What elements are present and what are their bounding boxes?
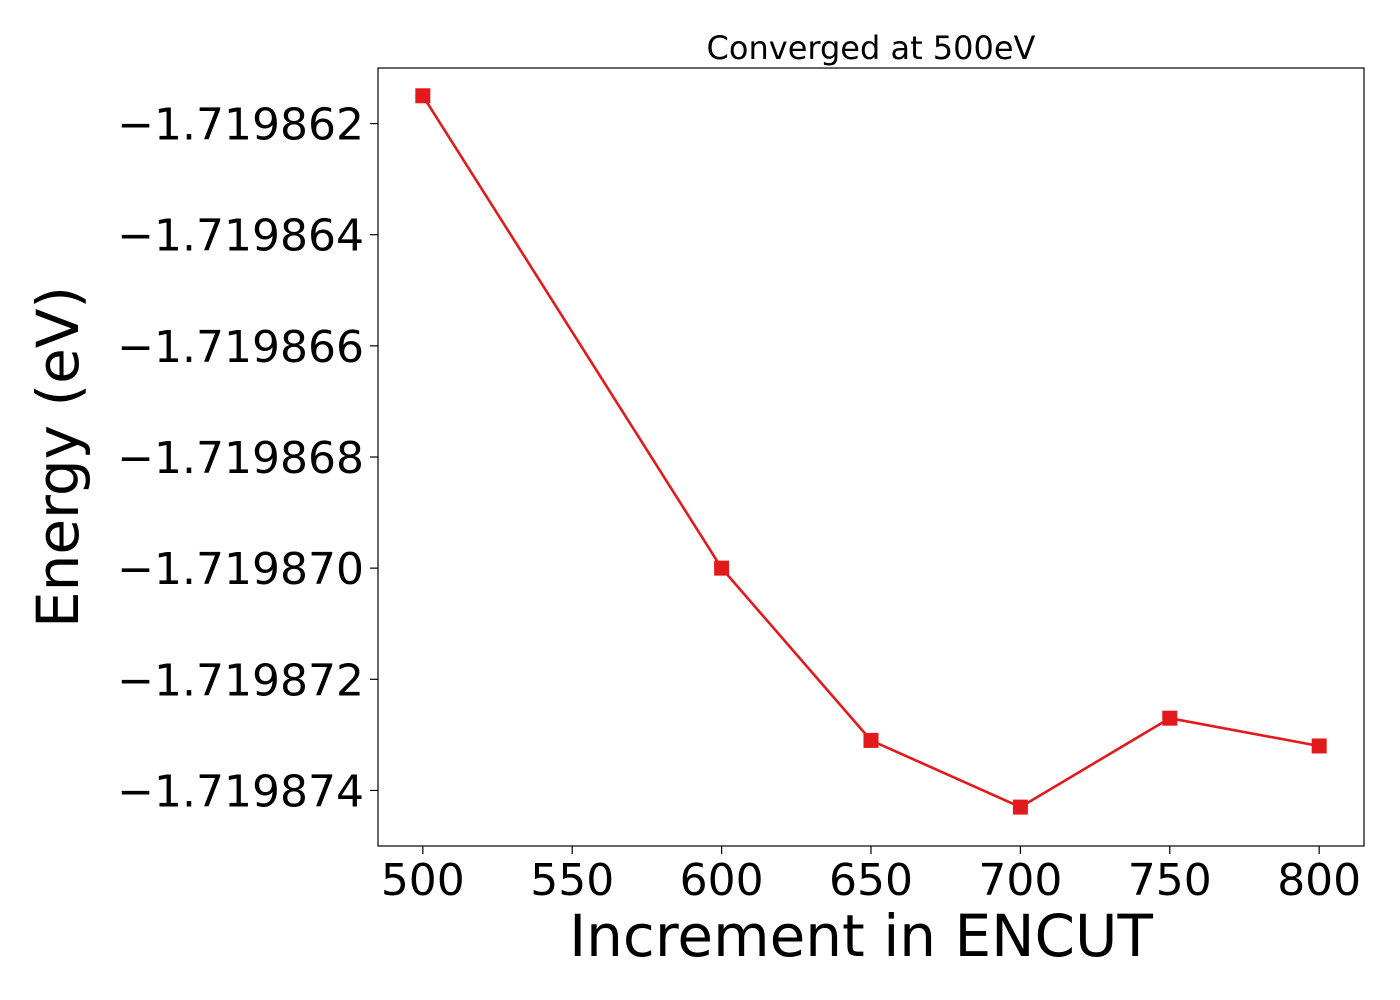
y-tick-label: −1.719874 xyxy=(117,766,364,817)
data-point-marker xyxy=(714,560,730,576)
x-tick-label: 600 xyxy=(680,855,764,906)
x-tick-label: 750 xyxy=(1128,855,1212,906)
y-tick-label: −1.719870 xyxy=(117,544,364,595)
y-tick-label: −1.719872 xyxy=(117,655,364,706)
y-tick-label: −1.719866 xyxy=(117,322,364,373)
chart-title: Converged at 500eV xyxy=(707,29,1036,67)
y-axis: −1.719862 −1.719864 −1.719866 −1.719868 −1.7… xyxy=(117,100,378,817)
plot-frame xyxy=(377,67,1365,847)
x-tick-label: 500 xyxy=(381,855,465,906)
x-tick-label: 800 xyxy=(1277,855,1361,906)
x-axis-title: Increment in ENCUT xyxy=(569,902,1153,970)
y-axis-title: Energy (eV) xyxy=(24,286,92,628)
y-tick-label: −1.719862 xyxy=(117,100,364,151)
x-tick-label: 650 xyxy=(829,855,913,906)
data-point-marker xyxy=(415,88,431,104)
series-layer xyxy=(415,88,1327,815)
y-tick-label: −1.719864 xyxy=(117,211,364,262)
data-point-marker xyxy=(1311,738,1327,754)
x-axis: 500 550 600 650 700 750 800 xyxy=(381,846,1361,906)
x-tick-label: 700 xyxy=(978,855,1062,906)
data-point-marker xyxy=(1012,799,1028,815)
series-line xyxy=(421,95,1320,809)
data-point-marker xyxy=(1162,710,1178,726)
plot-area xyxy=(377,67,1365,847)
data-point-marker xyxy=(863,732,879,748)
y-tick-label: −1.719868 xyxy=(117,433,364,484)
x-tick-label: 550 xyxy=(530,855,614,906)
